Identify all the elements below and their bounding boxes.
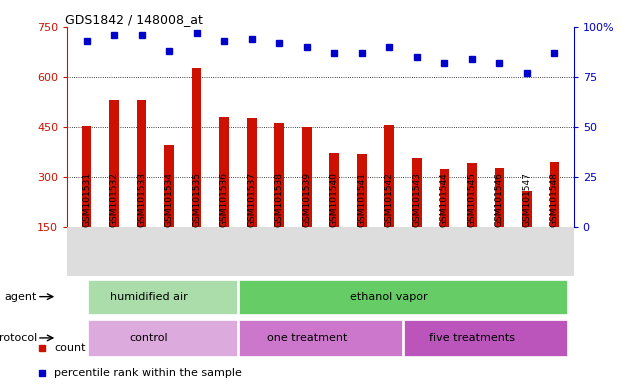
Bar [239,280,567,314]
Bar [495,168,504,227]
Bar [440,169,449,227]
Bar [82,126,92,227]
Bar [412,158,422,227]
Bar [404,320,567,356]
Text: control: control [129,333,168,343]
Bar [329,153,339,227]
Bar [357,154,367,227]
Bar [164,145,174,227]
Text: ethanol vapor: ethanol vapor [351,291,428,302]
Bar [385,125,394,227]
Bar [88,320,237,356]
Bar [247,118,256,227]
Bar [522,190,532,227]
Text: one treatment: one treatment [267,333,347,343]
Text: count: count [54,343,86,353]
Text: percentile rank within the sample: percentile rank within the sample [54,368,242,378]
Bar [239,320,402,356]
Bar [88,280,237,314]
Text: five treatments: five treatments [429,333,515,343]
Bar [274,123,284,227]
Bar [549,162,559,227]
Bar [137,100,146,227]
Text: protocol: protocol [0,333,37,343]
Bar [109,100,119,227]
Text: agent: agent [4,291,37,302]
Text: GDS1842 / 148008_at: GDS1842 / 148008_at [65,13,203,26]
Bar [467,163,477,227]
Text: humidified air: humidified air [110,291,187,302]
Bar [192,68,201,227]
Bar [302,127,312,227]
Bar [219,117,229,227]
